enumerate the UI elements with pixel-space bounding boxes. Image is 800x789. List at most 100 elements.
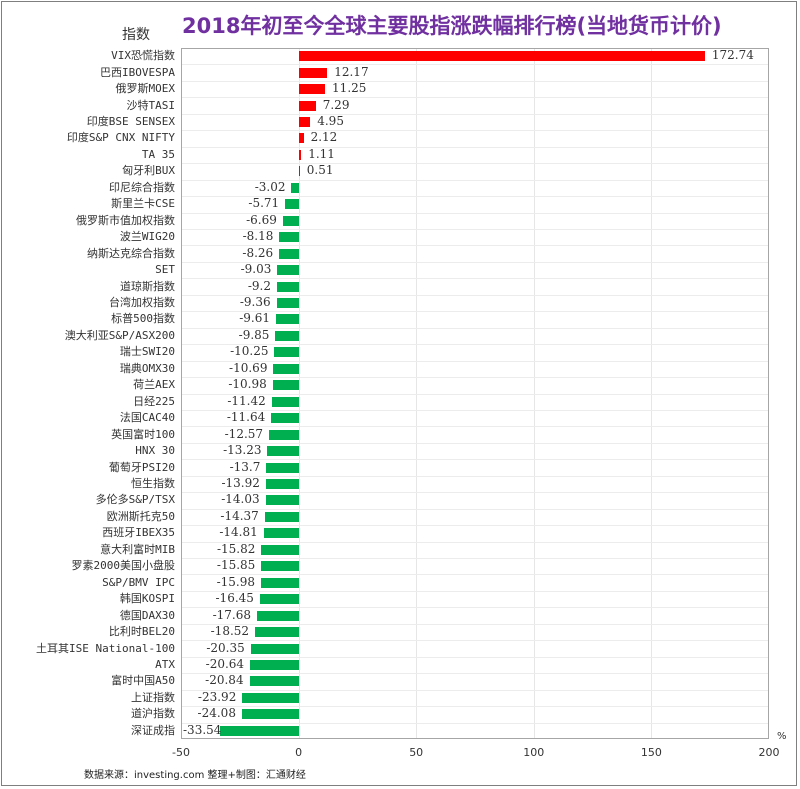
horizontal-gridline — [182, 426, 768, 428]
value-label: -14.37 — [220, 508, 259, 523]
value-label: -6.69 — [246, 212, 277, 227]
negative-bar — [265, 495, 299, 506]
horizontal-gridline — [182, 558, 768, 560]
horizontal-gridline — [182, 294, 768, 296]
negative-bar — [264, 511, 299, 522]
negative-bar — [275, 330, 299, 341]
horizontal-gridline — [182, 196, 768, 198]
category-label: 道琼斯指数 — [120, 279, 175, 293]
horizontal-gridline — [182, 261, 768, 263]
category-label: 英国富时100 — [111, 427, 175, 441]
horizontal-gridline — [182, 541, 768, 543]
negative-bar — [266, 462, 299, 473]
value-label: -14.81 — [219, 525, 258, 540]
category-label: 意大利富时MIB — [100, 542, 175, 556]
source-note: 数据来源：investing.com 整理+制图：汇通财经 — [84, 770, 306, 781]
negative-bar — [276, 298, 299, 308]
value-label: -10.25 — [230, 344, 269, 359]
category-label: 韩国KOSPI — [119, 592, 175, 606]
value-label: -8.26 — [242, 245, 274, 260]
category-label: 沙特TASI — [126, 98, 176, 112]
category-label: 恒生指数 — [131, 476, 175, 490]
category-label: 巴西IBOVESPA — [100, 65, 175, 79]
negative-bar — [285, 199, 299, 210]
value-label: -8.18 — [242, 229, 274, 244]
positive-bar — [298, 100, 316, 111]
negative-bar — [265, 478, 299, 489]
positive-bar — [298, 51, 705, 62]
horizontal-gridline — [182, 360, 768, 362]
x-tick-label: 200 — [758, 746, 780, 759]
value-label: -20.35 — [206, 640, 245, 655]
value-label: -9.36 — [239, 295, 271, 309]
negative-bar — [291, 182, 299, 193]
value-label: 1.11 — [308, 146, 335, 161]
category-label: ATX — [155, 657, 175, 671]
value-label: -11.42 — [227, 393, 266, 408]
negative-bar — [259, 594, 299, 605]
horizontal-gridline — [182, 113, 768, 115]
horizontal-gridline — [182, 311, 768, 313]
horizontal-gridline — [182, 327, 768, 329]
category-label: 纳斯达克综合指数 — [87, 246, 175, 260]
horizontal-gridline — [182, 64, 768, 66]
positive-bar — [298, 166, 300, 177]
value-label: 4.95 — [317, 114, 344, 129]
category-label: 比利时BEL20 — [108, 625, 175, 639]
value-label: 0.51 — [306, 163, 334, 178]
negative-bar — [274, 347, 299, 358]
category-label: 多伦多S&P/TSX — [95, 493, 175, 507]
category-label: 瑞典OMX30 — [119, 361, 175, 375]
horizontal-gridline — [182, 163, 768, 165]
horizontal-gridline — [182, 508, 768, 510]
value-label: -9.85 — [238, 327, 270, 342]
category-label: 印尼综合指数 — [109, 180, 175, 194]
category-label: 土耳其ISE National-100 — [36, 641, 175, 655]
category-label: 德国DAX30 — [119, 608, 175, 622]
value-label: -18.52 — [210, 624, 250, 639]
horizontal-gridline — [182, 475, 768, 477]
positive-bar — [298, 133, 304, 144]
horizontal-gridline — [182, 179, 768, 181]
category-label: 瑞士SWI20 — [119, 345, 175, 359]
value-label: -9.61 — [239, 311, 270, 326]
value-label: -15.98 — [216, 574, 256, 589]
negative-bar — [279, 232, 299, 243]
value-label: -13.23 — [223, 443, 262, 458]
x-tick-label: 100 — [523, 746, 545, 759]
positive-bar — [298, 117, 311, 128]
negative-bar — [267, 446, 299, 457]
y-axis-title: 指数 — [122, 27, 150, 43]
value-label: -10.98 — [228, 377, 267, 392]
category-label: 台湾加权指数 — [109, 296, 175, 309]
category-label: VIX恐慌指数 — [111, 49, 175, 63]
horizontal-gridline — [182, 377, 768, 379]
category-label: 澳大利亚S&P/ASX200 — [64, 328, 175, 342]
horizontal-gridline — [182, 689, 768, 691]
horizontal-gridline — [182, 442, 768, 444]
value-label: -24.08 — [197, 706, 236, 721]
horizontal-gridline — [182, 706, 768, 708]
value-label: -13.92 — [221, 475, 260, 490]
value-label: -9.2 — [247, 278, 271, 293]
category-label: 上证指数 — [131, 690, 175, 704]
value-label: -10.69 — [229, 360, 268, 375]
negative-bar — [257, 610, 299, 621]
horizontal-gridline — [182, 656, 768, 658]
negative-bar — [219, 725, 299, 736]
negative-bar — [273, 363, 299, 374]
category-label: 印度BSE SENSEX — [86, 115, 175, 129]
category-label: 富时中国A50 — [111, 674, 175, 688]
value-label: -15.85 — [216, 558, 256, 573]
category-label: 深证成指 — [131, 723, 175, 737]
x-tick-label: 150 — [640, 746, 662, 759]
x-tick-label: 0 — [295, 746, 303, 759]
value-label: -20.84 — [205, 673, 244, 688]
category-label: SET — [155, 263, 175, 277]
horizontal-gridline — [182, 97, 768, 99]
category-label: 荷兰AEX — [133, 378, 175, 392]
value-label: -17.68 — [212, 607, 252, 622]
category-label: 标普500指数 — [111, 312, 175, 326]
value-label: 12.17 — [334, 64, 369, 79]
value-label: -9.03 — [240, 262, 272, 277]
